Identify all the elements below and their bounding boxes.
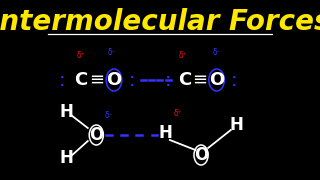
Text: C: C — [178, 71, 191, 89]
Text: ≡: ≡ — [192, 71, 207, 89]
Text: δ⁺: δ⁺ — [173, 109, 182, 118]
Text: δ⁻: δ⁻ — [108, 48, 116, 57]
Text: C: C — [74, 71, 87, 89]
Text: δ⁺: δ⁺ — [178, 51, 187, 60]
Text: H: H — [60, 103, 74, 121]
Text: :: : — [165, 71, 172, 89]
Text: H: H — [60, 149, 74, 167]
Text: :: : — [59, 71, 66, 89]
Text: Intermolecular Forces: Intermolecular Forces — [0, 8, 320, 36]
Text: O: O — [106, 71, 122, 89]
Text: δ⁺: δ⁺ — [76, 51, 85, 60]
Text: ≡: ≡ — [89, 71, 104, 89]
Text: δ⁻: δ⁻ — [212, 48, 221, 57]
Text: O: O — [209, 71, 224, 89]
Text: :: : — [231, 71, 237, 89]
Text: O: O — [89, 126, 103, 144]
Text: δ⁻: δ⁻ — [105, 111, 113, 120]
Text: H: H — [159, 124, 172, 142]
Text: H: H — [229, 116, 244, 134]
Text: O: O — [194, 146, 208, 164]
Text: :: : — [128, 71, 135, 89]
